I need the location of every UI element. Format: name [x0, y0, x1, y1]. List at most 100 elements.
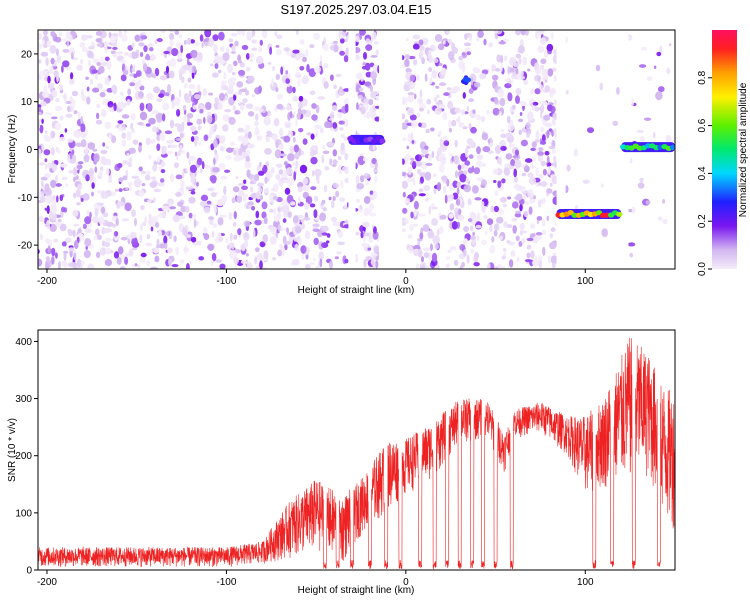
spectrogram-cell: [43, 30, 48, 36]
spectrogram-cell: [197, 240, 202, 246]
spectrogram-cell: [38, 258, 43, 267]
spectrogram-cell: [273, 118, 280, 127]
spectrogram-cell: [75, 142, 83, 147]
spectrogram-cell: [550, 182, 553, 187]
spectrogram-cell: [39, 233, 44, 241]
spectrogram-cell: [203, 116, 206, 124]
spectrogram-cell: [335, 73, 342, 78]
spectrogram-cell: [120, 59, 126, 64]
spectrogram-cell: [68, 170, 75, 174]
band-peak: [669, 144, 675, 150]
spectrogram-cell: [520, 229, 523, 236]
spectrogram-cell: [231, 45, 236, 51]
spectrogram-cell: [213, 138, 218, 148]
spectrogram-cell: [476, 160, 483, 168]
spectrogram-cell: [409, 84, 416, 88]
spectrogram-cell: [519, 70, 524, 77]
spectrogram-cell: [113, 251, 120, 259]
spectrogram-cell: [340, 38, 345, 44]
spectrogram-cell: [254, 120, 259, 127]
spectrogram-cell: [215, 259, 222, 263]
spectrogram-cell: [292, 95, 299, 102]
spectrogram-cell: [62, 49, 70, 53]
spectrogram-cell: [188, 84, 196, 89]
spectrogram-cell: [359, 34, 362, 40]
spectrogram-cell: [44, 183, 50, 193]
spectrogram-cell: [666, 67, 671, 74]
spectrogram-cell: [520, 186, 525, 193]
spectrogram-cell: [233, 186, 240, 193]
spectrogram-cell: [438, 103, 446, 109]
spectrogram-cell: [256, 135, 263, 141]
spectrogram-cell: [263, 250, 269, 260]
spectrogram-cell: [169, 39, 174, 47]
spectrogram-cell: [46, 40, 52, 47]
spectrogram-cell: [67, 138, 74, 143]
spectrogram-cell: [45, 238, 50, 244]
spectrogram-cell: [292, 161, 296, 167]
spectrogram-cell: [177, 53, 182, 60]
spectrogram-cell: [96, 43, 104, 47]
spectrogram-cell: [88, 167, 94, 177]
spectrogram-cell: [359, 105, 363, 108]
spectrogram-cell: [494, 223, 500, 232]
spectrogram-cell: [237, 189, 245, 198]
spectrogram-cell: [127, 45, 133, 51]
spectrogram-cell: [529, 198, 536, 204]
spectrogram-cell: [474, 197, 482, 201]
spectrogram-cell: [106, 167, 110, 176]
spectrogram-cell: [218, 163, 226, 170]
spectrogram-cell: [332, 221, 341, 227]
spectrogram-cell: [459, 244, 466, 251]
spectrogram-cell: [280, 153, 287, 157]
spectrogram-cell: [103, 41, 109, 47]
spectrogram-cell: [52, 195, 56, 201]
spectrogram-cell: [425, 129, 430, 134]
spectrogram-cell: [527, 172, 534, 178]
spectrogram-cell: [372, 256, 376, 260]
spectrogram-cell: [87, 263, 95, 269]
spectrogram-cell: [101, 206, 106, 215]
spectrogram-cell: [186, 263, 190, 269]
spectrogram-cell: [320, 205, 323, 209]
spectrogram-cell: [200, 194, 209, 202]
spectrogram-cell: [566, 164, 571, 172]
spectrogram-cell: [309, 90, 316, 96]
spectrogram-cell: [498, 208, 504, 216]
spectrogram-cell: [368, 99, 374, 106]
spectrogram-cell: [65, 101, 72, 104]
spectrogram-cell: [315, 266, 319, 269]
spectrogram-cell: [193, 42, 201, 46]
spectrogram-cell: [274, 215, 280, 222]
snr-panel: -200 -100 0 100 0 100 200 300 400 Height of str…: [7, 329, 676, 596]
spectrogram-cell: [146, 92, 154, 101]
spectrogram-cell: [312, 257, 316, 261]
spectrogram-cell: [487, 262, 491, 269]
spectrogram-cell: [639, 177, 644, 183]
spectrogram-cell: [497, 180, 502, 188]
spectrogram-cell: [250, 180, 254, 185]
spectrogram-cell: [181, 150, 186, 154]
spectrogram-cell: [458, 208, 462, 215]
spectrogram-cell: [247, 131, 252, 139]
spectrogram-cell: [407, 107, 415, 116]
spectrogram-cell: [145, 242, 153, 247]
spectrogram-cell: [100, 247, 106, 256]
snr-x-label: Height of straight line (km): [298, 585, 415, 596]
spectrogram-cell: [202, 88, 208, 96]
spectrogram-cell: [264, 148, 272, 155]
spectrogram-cell: [519, 222, 525, 231]
spectrogram-cell: [154, 222, 160, 228]
spectrogram-cell: [542, 219, 546, 228]
spectrogram-cell: [95, 119, 103, 125]
spectrogram-cell: [445, 263, 450, 268]
spectrogram-cell: [151, 215, 159, 221]
spectrogram-cell: [293, 110, 296, 116]
spectrogram-cell: [287, 83, 290, 87]
spectrogram-cell: [40, 195, 46, 203]
spectrogram-cell: [433, 96, 438, 102]
spectrogram-cell: [44, 164, 48, 170]
spectrogram-cell: [363, 259, 367, 268]
spectrogram-cell: [173, 97, 181, 106]
